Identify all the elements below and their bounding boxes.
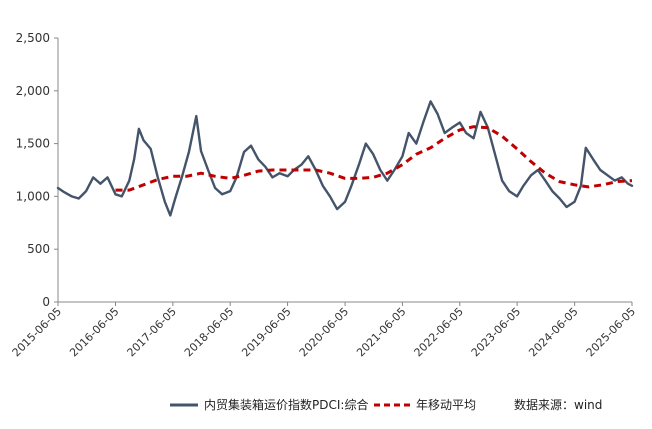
legend-label-pdci: 内贸集装箱运价指数PDCI:综合 [204, 397, 368, 412]
x-tick-label: 2018-06-05 [182, 305, 236, 359]
x-tick-label: 2021-06-05 [354, 305, 408, 359]
y-tick-label: 500 [27, 242, 50, 256]
y-tick-label: 2,500 [16, 31, 50, 45]
axes: 0 500 1,000 1,500 2,000 2,500 2015-06-05 2016-0… [10, 31, 638, 359]
x-tick-label: 2015-06-05 [10, 305, 64, 359]
series-layer [56, 100, 634, 217]
y-tick-label: 0 [42, 295, 50, 309]
x-tick-label: 2025-06-05 [584, 305, 638, 359]
x-tick-label: 2016-06-05 [67, 305, 121, 359]
x-tick-label: 2017-06-05 [125, 305, 179, 359]
x-tick-label: 2020-06-05 [297, 305, 351, 359]
legend: 内贸集装箱运价指数PDCI:综合 年移动平均 数据来源：wind [170, 397, 602, 412]
y-tick-label: 2,000 [16, 84, 50, 98]
series-line-moving-average [115, 125, 633, 192]
x-tick-label: 2023-06-05 [469, 305, 523, 359]
legend-label-moving-average: 年移动平均 [416, 398, 476, 412]
x-tick-label: 2022-06-05 [412, 305, 466, 359]
x-tick-label: 2019-06-05 [239, 305, 293, 359]
y-tick-label: 1,500 [16, 137, 50, 151]
x-tick-label: 2024-06-05 [526, 305, 580, 359]
series-line-pdci [56, 100, 634, 217]
y-tick-label: 1,000 [16, 189, 50, 203]
source-label: 数据来源：wind [514, 397, 602, 412]
